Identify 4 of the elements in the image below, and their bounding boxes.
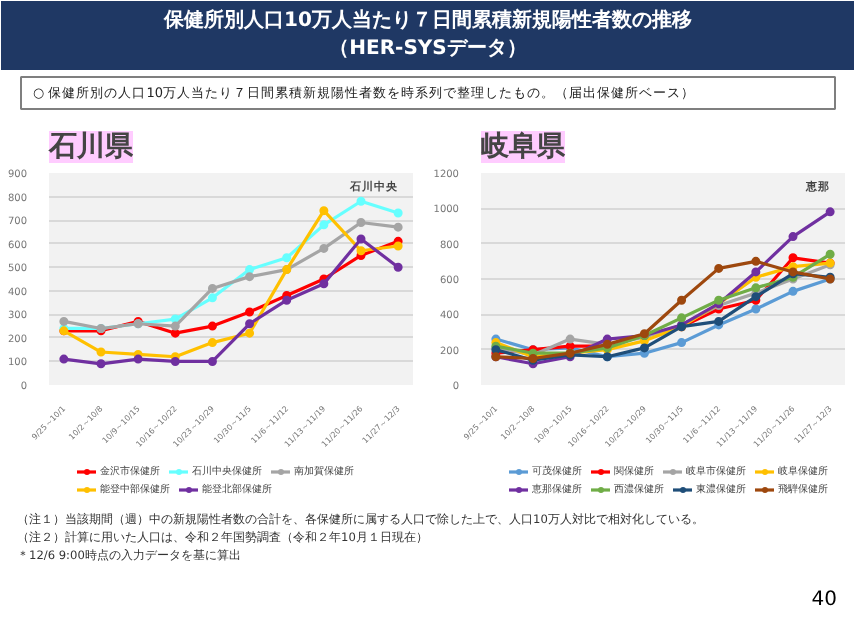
chart-title: 石川県 [47, 131, 135, 163]
text: 40 [811, 589, 838, 611]
text: 保健所別人口10万人当たり７日間累積新規陽性者数の推移（HER-SYSデータ） [162, 8, 692, 60]
chart-title: 岐阜県 [481, 131, 567, 163]
